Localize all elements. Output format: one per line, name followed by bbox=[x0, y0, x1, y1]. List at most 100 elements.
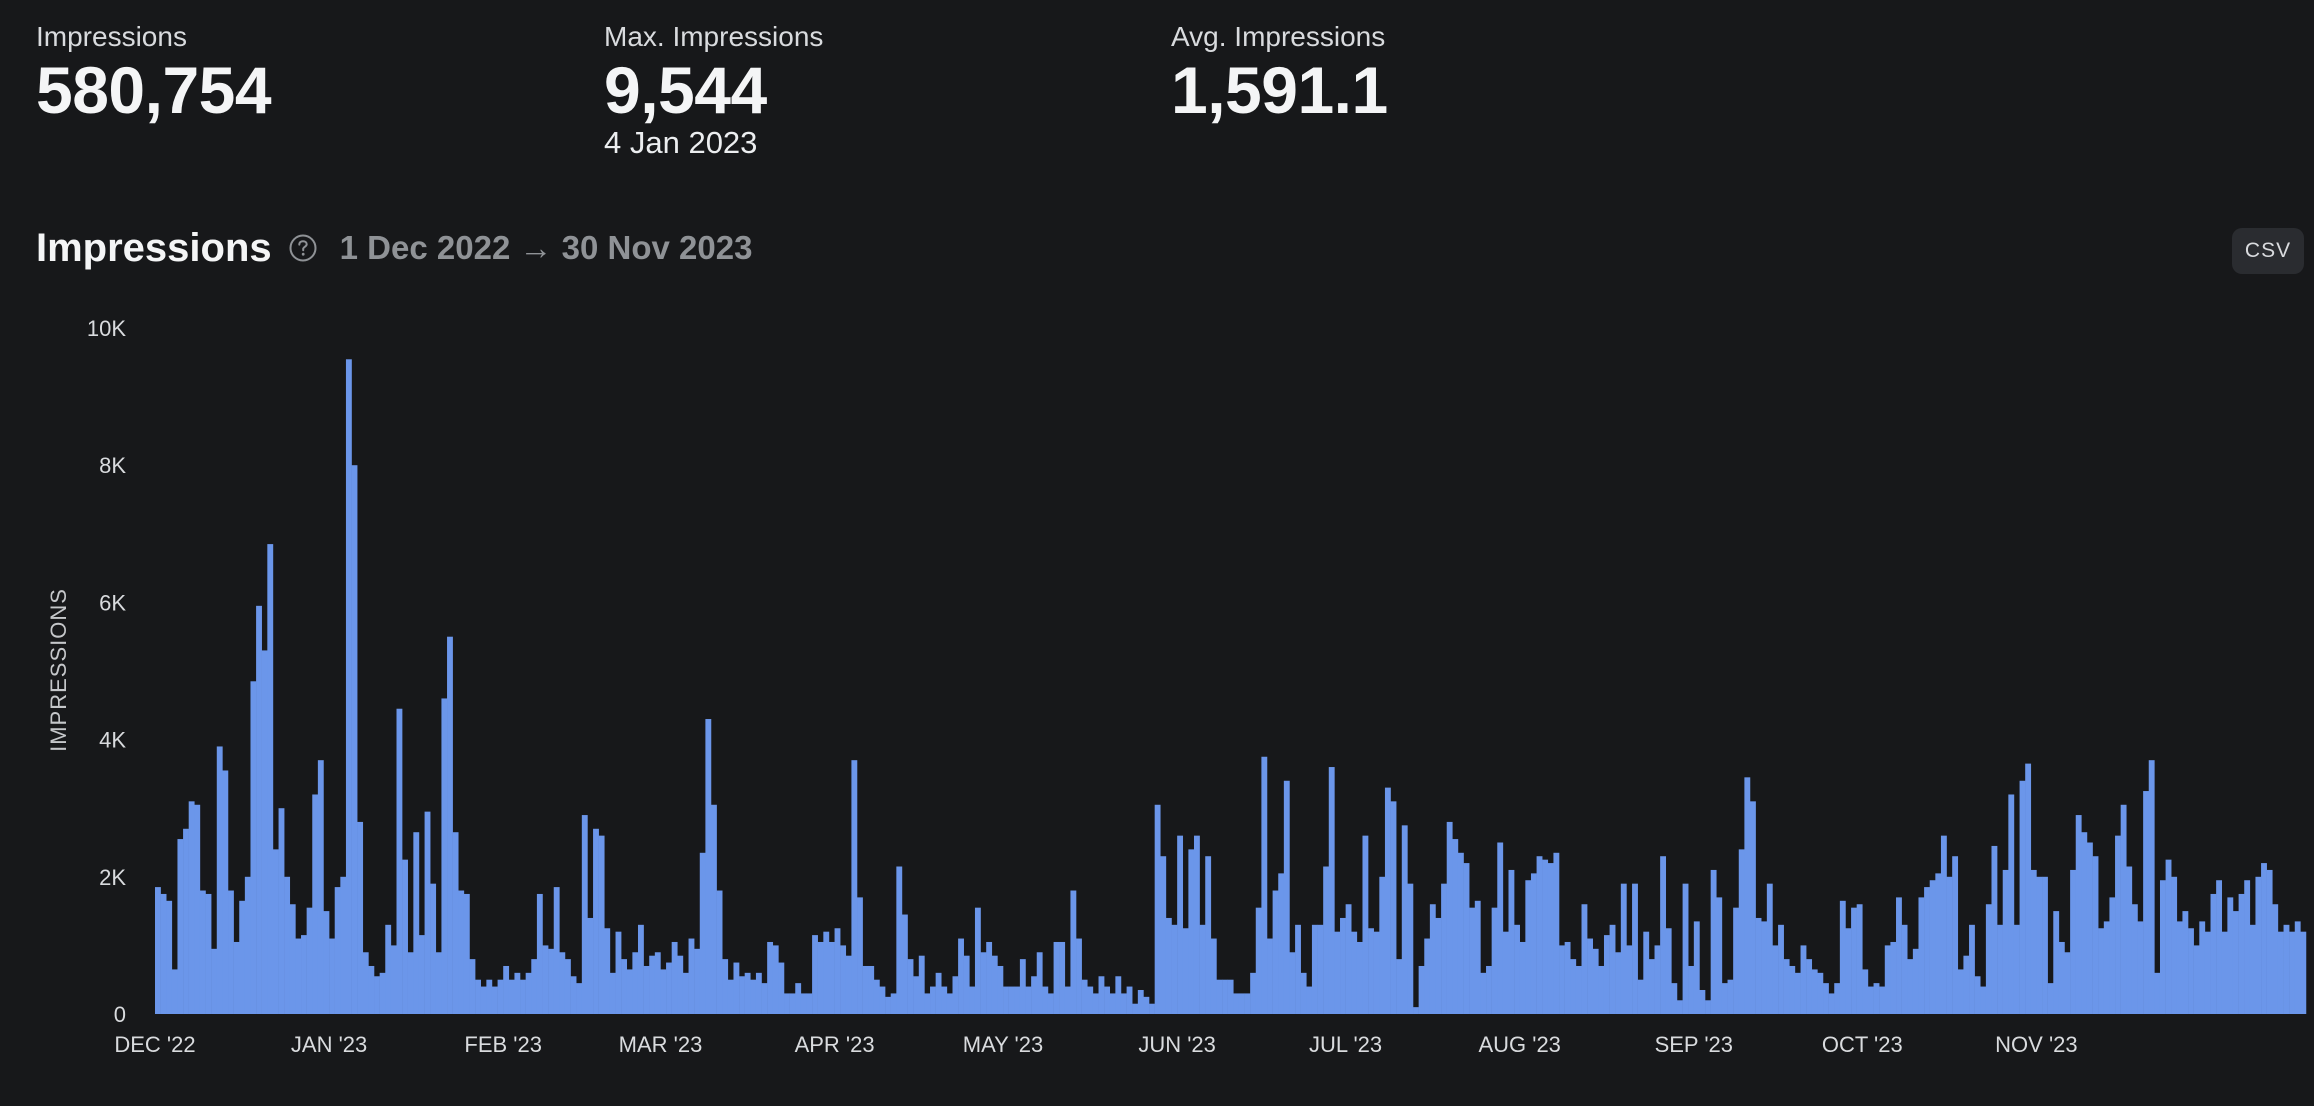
bar[interactable] bbox=[2261, 863, 2267, 1014]
bar[interactable] bbox=[2238, 893, 2245, 1014]
bar[interactable] bbox=[722, 959, 729, 1014]
bar[interactable] bbox=[1379, 876, 1386, 1014]
bar[interactable] bbox=[1401, 825, 1408, 1014]
bar[interactable] bbox=[1884, 945, 1891, 1014]
bar[interactable] bbox=[1991, 845, 1998, 1014]
bar[interactable] bbox=[1081, 979, 1088, 1014]
bar[interactable] bbox=[205, 893, 212, 1014]
bar[interactable] bbox=[1014, 986, 1021, 1014]
bar[interactable] bbox=[857, 897, 863, 1014]
bar[interactable] bbox=[1761, 921, 1768, 1014]
bar[interactable] bbox=[1205, 856, 1212, 1014]
bar[interactable] bbox=[1317, 924, 1324, 1014]
bar[interactable] bbox=[1424, 938, 1431, 1014]
bar[interactable] bbox=[896, 866, 903, 1014]
bar[interactable] bbox=[828, 941, 835, 1014]
bar[interactable] bbox=[733, 962, 740, 1014]
bar[interactable] bbox=[542, 945, 549, 1014]
bar[interactable] bbox=[1620, 883, 1627, 1014]
bar[interactable] bbox=[1980, 986, 1987, 1014]
bar[interactable] bbox=[980, 952, 987, 1014]
bar[interactable] bbox=[952, 976, 959, 1014]
bar[interactable] bbox=[418, 935, 425, 1014]
bar[interactable] bbox=[244, 876, 251, 1014]
bar[interactable] bbox=[755, 972, 762, 1014]
bar[interactable] bbox=[357, 821, 364, 1014]
bar[interactable] bbox=[475, 979, 481, 1014]
bar[interactable] bbox=[334, 887, 341, 1014]
bar[interactable] bbox=[514, 972, 521, 1014]
bar[interactable] bbox=[1789, 965, 1796, 1014]
bar[interactable] bbox=[907, 959, 914, 1014]
bar[interactable] bbox=[1469, 907, 1476, 1014]
bar[interactable] bbox=[744, 972, 751, 1014]
bar[interactable] bbox=[2058, 941, 2065, 1014]
bar[interactable] bbox=[2255, 876, 2262, 1014]
bar[interactable] bbox=[576, 983, 583, 1014]
bar[interactable] bbox=[660, 969, 667, 1014]
bar[interactable] bbox=[345, 359, 352, 1014]
bar[interactable] bbox=[1918, 897, 1925, 1014]
bar[interactable] bbox=[997, 965, 1004, 1014]
bar[interactable] bbox=[2053, 911, 2060, 1014]
bar[interactable] bbox=[1530, 873, 1537, 1014]
bar[interactable] bbox=[564, 959, 571, 1014]
bar[interactable] bbox=[705, 719, 712, 1014]
bar[interactable] bbox=[963, 955, 970, 1014]
bar[interactable] bbox=[1227, 979, 1234, 1014]
bar[interactable] bbox=[1800, 945, 1807, 1014]
bar[interactable] bbox=[643, 965, 650, 1014]
bar[interactable] bbox=[2103, 921, 2110, 1014]
bar[interactable] bbox=[1087, 986, 1094, 1014]
bar[interactable] bbox=[1210, 938, 1217, 1014]
bar[interactable] bbox=[1064, 986, 1071, 1014]
bar[interactable] bbox=[1441, 883, 1447, 1014]
bar[interactable] bbox=[2075, 815, 2082, 1014]
bar[interactable] bbox=[1845, 928, 1852, 1014]
bar[interactable] bbox=[1598, 965, 1605, 1014]
bar[interactable] bbox=[1682, 883, 1689, 1014]
bar[interactable] bbox=[1396, 959, 1403, 1014]
question-circle-icon[interactable] bbox=[288, 233, 318, 263]
bar[interactable] bbox=[682, 972, 689, 1014]
bar[interactable] bbox=[228, 890, 234, 1014]
bar[interactable] bbox=[1727, 979, 1734, 1014]
bar[interactable] bbox=[1823, 983, 1829, 1014]
bar[interactable] bbox=[1491, 907, 1498, 1014]
bar[interactable] bbox=[2221, 931, 2228, 1014]
bar[interactable] bbox=[637, 924, 644, 1014]
bar[interactable] bbox=[1407, 883, 1414, 1014]
bar[interactable] bbox=[918, 955, 925, 1014]
bar[interactable] bbox=[1575, 965, 1582, 1014]
bar[interactable] bbox=[1969, 924, 1975, 1014]
bar[interactable] bbox=[1755, 917, 1762, 1014]
bar[interactable] bbox=[626, 969, 633, 1014]
bar[interactable] bbox=[1486, 965, 1492, 1014]
bar[interactable] bbox=[1216, 979, 1223, 1014]
bar[interactable] bbox=[1929, 880, 1936, 1014]
bar[interactable] bbox=[1177, 835, 1184, 1014]
bar[interactable] bbox=[1289, 952, 1296, 1014]
bar[interactable] bbox=[1794, 972, 1801, 1014]
bar[interactable] bbox=[879, 986, 886, 1014]
bar[interactable] bbox=[177, 839, 184, 1014]
bar[interactable] bbox=[1654, 945, 1661, 1014]
bar[interactable] bbox=[1126, 986, 1133, 1014]
bar[interactable] bbox=[1896, 897, 1902, 1014]
bar[interactable] bbox=[767, 941, 774, 1014]
bar[interactable] bbox=[941, 986, 948, 1014]
bar[interactable] bbox=[986, 941, 993, 1014]
bar[interactable] bbox=[2272, 904, 2279, 1014]
bar[interactable] bbox=[396, 708, 403, 1014]
bar[interactable] bbox=[1497, 842, 1504, 1015]
bar[interactable] bbox=[1817, 972, 1824, 1014]
bar[interactable] bbox=[772, 945, 779, 1014]
bar[interactable] bbox=[407, 952, 414, 1014]
bar[interactable] bbox=[851, 760, 858, 1014]
bar[interactable] bbox=[1053, 941, 1060, 1014]
bar[interactable] bbox=[593, 828, 599, 1014]
bar[interactable] bbox=[1165, 917, 1172, 1014]
bar[interactable] bbox=[2008, 794, 2015, 1014]
bar[interactable] bbox=[823, 931, 830, 1014]
bar[interactable] bbox=[284, 876, 291, 1014]
